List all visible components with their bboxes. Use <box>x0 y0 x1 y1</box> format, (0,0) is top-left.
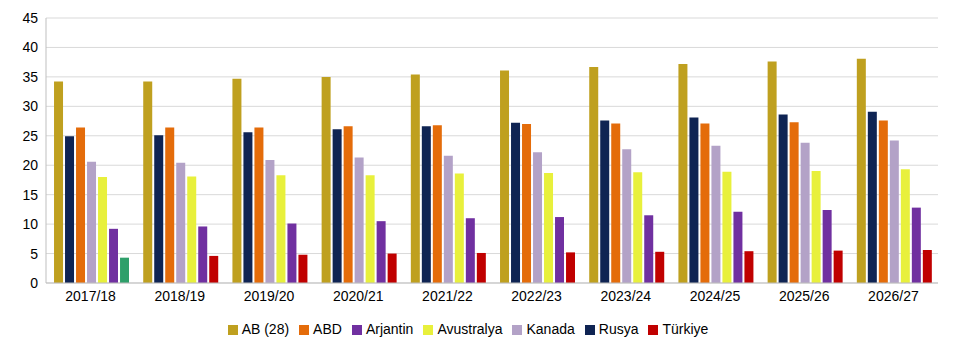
svg-text:2024/25: 2024/25 <box>690 288 741 304</box>
svg-text:10: 10 <box>22 216 38 232</box>
html-text:Avustralya: Avustralya <box>437 321 503 337</box>
svg-text:15: 15 <box>22 187 38 203</box>
html-text:Rusya: Rusya <box>598 321 639 337</box>
svg-text:2026/27: 2026/27 <box>868 288 919 304</box>
svg-text:40: 40 <box>22 39 38 55</box>
svg-text:2020/21: 2020/21 <box>333 288 384 304</box>
html-text:AB (28): AB (28) <box>241 321 290 337</box>
svg-text:5: 5 <box>30 246 38 262</box>
svg-text:2021/22: 2021/22 <box>422 288 473 304</box>
html-text:Kanada: Kanada <box>526 321 575 337</box>
svg-text:2023/24: 2023/24 <box>600 288 651 304</box>
svg-text:2022/23: 2022/23 <box>511 288 562 304</box>
html-text:ABD: ABD <box>313 321 342 337</box>
html-text:Türkiye: Türkiye <box>662 321 709 337</box>
svg-text:20: 20 <box>22 157 38 173</box>
svg-text:2018/19: 2018/19 <box>154 288 205 304</box>
svg-text:25: 25 <box>22 128 38 144</box>
svg-text:30: 30 <box>22 98 38 114</box>
html-text:Arjantin: Arjantin <box>365 321 414 337</box>
svg-text:0: 0 <box>30 275 38 291</box>
svg-text:45: 45 <box>22 10 38 26</box>
svg-text:2019/20: 2019/20 <box>244 288 295 304</box>
svg-text:2025/26: 2025/26 <box>779 288 830 304</box>
svg-text:2017/18: 2017/18 <box>65 288 116 304</box>
svg-text:35: 35 <box>22 69 38 85</box>
